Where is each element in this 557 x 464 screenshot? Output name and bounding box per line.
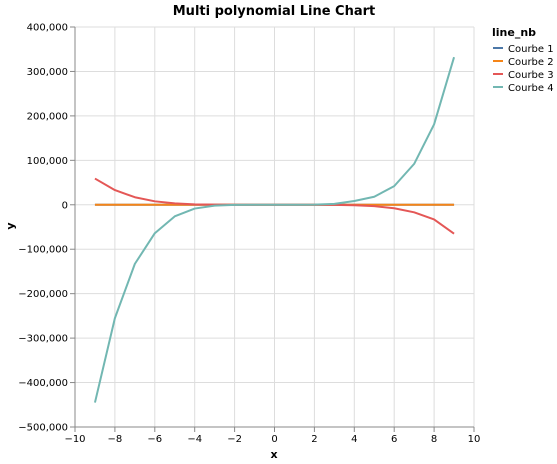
x-tick-label: −8	[108, 434, 123, 445]
y-tick-label: −100,000	[18, 245, 68, 256]
legend-label-courbe-1: Courbe 1	[508, 44, 554, 55]
x-tick-label: 8	[431, 434, 437, 445]
x-tick-label: −4	[187, 434, 202, 445]
x-axis: −10 −8 −6 −4 −2 0 2 4 6 8 10	[64, 426, 481, 445]
y-tick-label: −200,000	[18, 289, 68, 300]
legend-label-courbe-2: Courbe 2	[508, 57, 554, 68]
y-tick-label: 0	[62, 200, 68, 211]
series-lines	[93, 56, 456, 403]
x-tick-label: −2	[227, 434, 242, 445]
series-line-courbe-4	[93, 56, 456, 403]
legend-label-courbe-4: Courbe 4	[508, 83, 554, 94]
x-tick-label: −6	[147, 434, 162, 445]
y-axis: 400,000 300,000 200,000 100,000 0 −100,000 −20…	[18, 23, 76, 434]
x-tick-label: 0	[271, 434, 277, 445]
x-tick-label: −10	[64, 434, 85, 445]
x-tick-label: 4	[351, 434, 357, 445]
y-tick-label: 200,000	[27, 111, 68, 122]
legend-title: line_nb	[492, 26, 536, 39]
y-tick-label: −500,000	[18, 423, 68, 434]
y-tick-label: −400,000	[18, 378, 68, 389]
y-axis-title: y	[4, 222, 17, 229]
y-tick-label: 100,000	[27, 156, 68, 167]
x-tick-label: 10	[468, 434, 481, 445]
legend: line_nb Courbe 1 Courbe 2 Courbe 3 Courbe 4	[492, 26, 554, 94]
legend-label-courbe-3: Courbe 3	[508, 70, 554, 81]
grid	[74, 26, 475, 428]
x-axis-title: x	[270, 448, 277, 461]
x-tick-label: 6	[391, 434, 397, 445]
y-tick-label: 400,000	[27, 23, 68, 34]
chart-title: Multi polynomial Line Chart	[173, 4, 375, 19]
x-tick-label: 2	[311, 434, 317, 445]
y-tick-label: −300,000	[18, 334, 68, 345]
y-tick-label: 300,000	[27, 67, 68, 78]
